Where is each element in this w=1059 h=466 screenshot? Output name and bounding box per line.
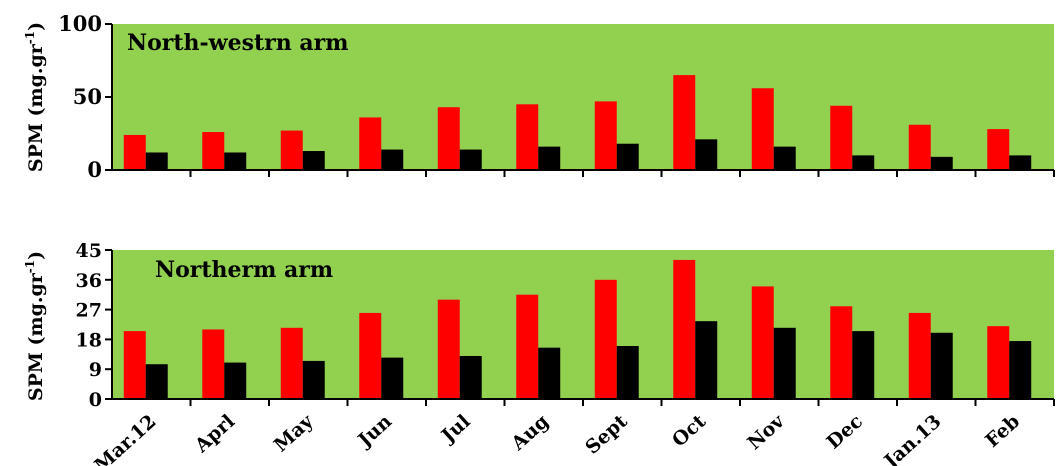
bar-series-2 xyxy=(616,143,639,170)
y-tick-label: 45 xyxy=(76,240,102,262)
y-axis-label: SPM (mg.gr-1) xyxy=(23,22,47,172)
bar-series-1 xyxy=(359,312,382,399)
bar-series-2 xyxy=(459,355,482,399)
x-tick-label: Jun xyxy=(353,410,397,452)
y-tick-label: 27 xyxy=(76,300,102,322)
y-tick-label: 18 xyxy=(76,329,102,351)
bar-group xyxy=(123,259,1032,399)
x-tick-labels: Mar.12 Aprl May Jun Jul Aug Sept Oct Nov Dec Jan.1… xyxy=(90,410,1024,466)
bar-series-1 xyxy=(202,132,225,170)
bar-series-2 xyxy=(930,156,953,170)
bar-series-2 xyxy=(1009,341,1032,399)
y-axis-label-close: ) xyxy=(25,22,47,31)
bar-series-1 xyxy=(830,105,853,170)
x-tick-label: Nov xyxy=(743,410,789,454)
bar-series-2 xyxy=(695,139,718,170)
bar-series-2 xyxy=(459,149,482,170)
bar-series-1 xyxy=(359,117,382,170)
bar-series-1 xyxy=(751,88,774,170)
chart-annotation: North-westrn arm xyxy=(127,30,349,56)
y-axis-label-close: ) xyxy=(25,251,47,260)
x-tick-label: Jan.13 xyxy=(879,410,946,466)
bar-series-1 xyxy=(437,299,460,399)
bar-series-2 xyxy=(224,362,247,399)
y-tick-label: 0 xyxy=(87,157,102,182)
x-tick-label: Mar.12 xyxy=(90,410,160,466)
axes: 0 50 100 xyxy=(58,11,1055,182)
bar-series-1 xyxy=(673,259,696,399)
axes: 0 9 18 27 36 45 xyxy=(76,240,1055,411)
bar-series-2 xyxy=(145,364,168,399)
y-tick-label: 50 xyxy=(73,84,102,109)
bar-series-1 xyxy=(673,75,696,170)
bar-series-1 xyxy=(594,101,617,170)
y-axis-label-main: SPM (mg.gr xyxy=(25,43,47,172)
bar-series-2 xyxy=(538,347,561,399)
chart-northern-arm: 0 9 18 27 36 45 Northerm arm SPM (mg.gr-1) Ma… xyxy=(23,240,1055,466)
bar-series-1 xyxy=(751,286,774,399)
x-tick-label: Aug xyxy=(507,410,554,455)
bar-series-2 xyxy=(302,360,325,399)
plot-area-background xyxy=(112,250,1054,399)
bar-series-1 xyxy=(437,107,460,170)
x-tick-label: May xyxy=(270,410,318,457)
y-tick-label: 36 xyxy=(76,270,102,292)
bar-series-2 xyxy=(930,332,953,399)
bar-series-2 xyxy=(302,151,325,170)
chart-annotation: Northerm arm xyxy=(155,257,333,283)
bar-series-1 xyxy=(830,306,853,399)
x-tick-label: Feb xyxy=(981,410,1024,452)
y-axis-label-main: SPM (mg.gr xyxy=(25,272,47,401)
bar-series-2 xyxy=(616,346,639,399)
bar-series-2 xyxy=(381,149,404,170)
bar-series-1 xyxy=(987,129,1010,170)
x-tick-label: Sept xyxy=(581,410,631,459)
bar-series-1 xyxy=(908,312,931,399)
x-tick-label: Jul xyxy=(436,410,475,448)
x-tick-label: Dec xyxy=(823,410,868,453)
y-axis-label: SPM (mg.gr-1) xyxy=(23,251,47,401)
bar-series-2 xyxy=(695,321,718,399)
y-axis-label-superscript: -1 xyxy=(23,31,37,44)
y-tick-label: 9 xyxy=(89,359,102,381)
bar-series-1 xyxy=(987,326,1010,399)
bar-series-2 xyxy=(1009,155,1032,170)
x-tick-label: Aprl xyxy=(190,410,239,457)
bar-series-1 xyxy=(594,279,617,399)
y-axis-label-superscript: -1 xyxy=(23,260,37,273)
bar-series-1 xyxy=(123,134,146,170)
bar-series-2 xyxy=(852,331,875,399)
bar-group xyxy=(123,75,1032,170)
bar-series-1 xyxy=(280,327,303,399)
bar-series-1 xyxy=(123,331,146,399)
bar-series-2 xyxy=(773,327,796,399)
y-tick-label: 0 xyxy=(89,389,102,411)
bar-series-2 xyxy=(381,357,404,399)
bar-series-2 xyxy=(538,146,561,170)
y-tick-label: 100 xyxy=(58,11,102,36)
bar-series-1 xyxy=(280,130,303,170)
x-tick-label: Oct xyxy=(668,410,710,451)
bar-series-2 xyxy=(773,146,796,170)
bar-series-1 xyxy=(202,329,225,399)
chart-north-western-arm: 0 50 100 North-westrn arm SPM (mg.gr-1) xyxy=(23,11,1055,182)
bar-series-1 xyxy=(516,294,539,399)
bar-series-2 xyxy=(224,152,247,170)
bar-series-2 xyxy=(852,155,875,170)
plot-area-background xyxy=(112,24,1054,170)
bar-series-2 xyxy=(145,152,168,170)
bar-series-1 xyxy=(908,124,931,170)
bar-series-1 xyxy=(516,104,539,170)
